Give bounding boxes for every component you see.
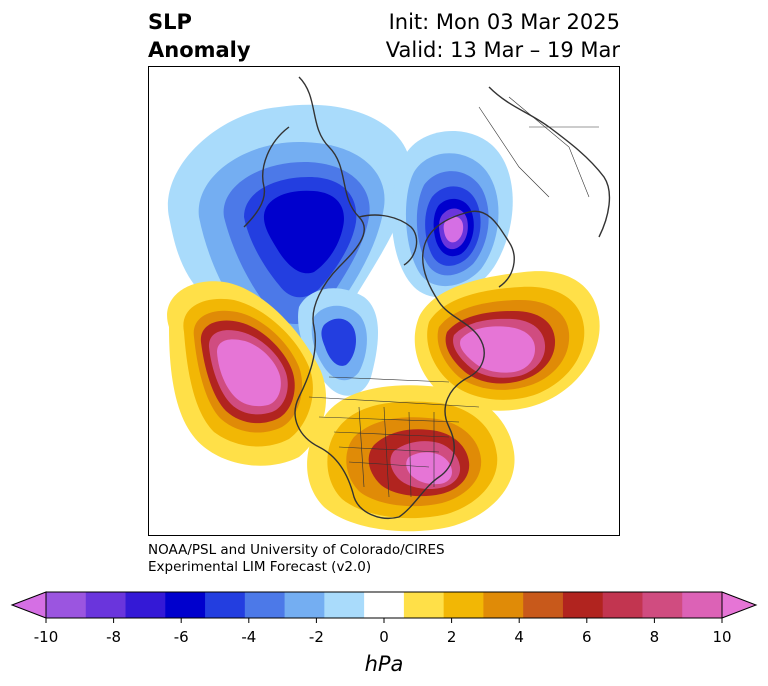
credit-line-2: Experimental LIM Forecast (v2.0) [148,559,372,575]
colorbar-ticks [45,618,723,623]
colorbar-tick-label: 0 [379,628,389,646]
colorbar-cell [642,592,683,618]
colorbar-cell [46,592,87,618]
title-left: SLP Anomaly [148,8,251,64]
title-anomaly: Anomaly [148,38,251,62]
colorbar-cell [244,592,286,618]
political-borders [308,96,599,498]
title-variable: SLP [148,10,192,34]
colorbar-cell [602,592,643,618]
colorbar-cell [403,592,445,618]
colorbar-tick-label: -8 [106,628,121,646]
colorbar-tick-label: 2 [447,628,457,646]
north-pacific-high [167,281,327,466]
colorbar-tick-label: -4 [241,628,256,646]
colorbar-tick-label: 4 [514,628,524,646]
colorbar-tick-label: -10 [34,628,59,646]
colorbar-tick-labels: -10 -8 -6 -4 -2 0 2 4 6 8 10 [34,628,732,646]
colorbar-tick-label: -6 [174,628,189,646]
colorbar-extend-high [721,591,758,619]
colorbar-cells [10,591,758,619]
map-panel [148,66,620,536]
colorbar-cell [443,592,484,618]
colorbar-cell [483,592,524,618]
colorbar-cell [523,592,564,618]
colorbar-tick-label: 10 [712,628,731,646]
init-date: Init: Mon 03 Mar 2025 [388,10,620,34]
colorbar-cell [205,592,246,618]
coastlines [243,76,611,519]
credit-line-1: NOAA/PSL and University of Colorado/CIRE… [148,542,445,558]
colorbar-cell [364,592,405,618]
colorbar-cell [165,592,206,618]
colorbar-tick-label: 8 [650,628,660,646]
colorbar-cell [125,592,166,618]
colorbar-extend-low [10,591,47,619]
colorbar-cell [682,592,723,618]
valid-range: Valid: 13 Mar – 19 Mar [385,38,620,62]
colorbar-tick-label: 6 [582,628,592,646]
anomaly-map [149,67,619,535]
greenland-low [391,130,513,298]
southeast-us-high [307,385,515,532]
title-right: Init: Mon 03 Mar 2025 Valid: 13 Mar – 19… [386,8,620,64]
credit-text: NOAA/PSL and University of Colorado/CIRE… [148,542,445,576]
colorbar-cell [562,592,604,618]
unit-label: hPa [364,652,404,676]
colorbar-cell [284,592,325,618]
colorbar-tick-label: -2 [309,628,324,646]
colorbar [10,591,758,623]
colorbar-cell [85,592,127,618]
north-atlantic-high [414,271,600,411]
colorbar-cell [324,592,365,618]
